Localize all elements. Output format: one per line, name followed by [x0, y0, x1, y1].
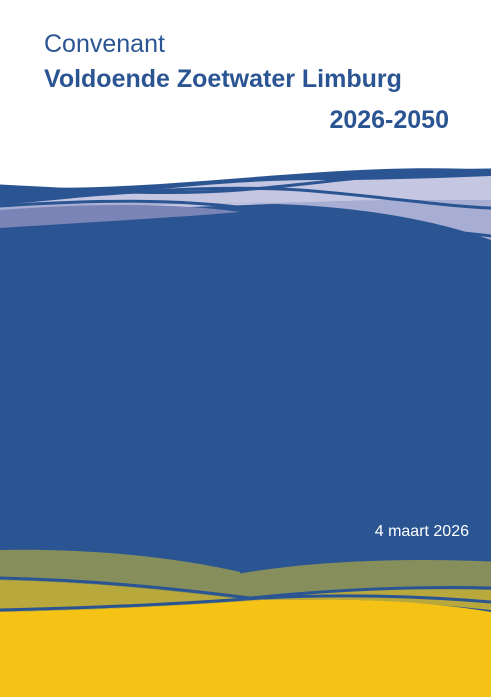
title-convenant: Convenant [44, 30, 165, 58]
wave-line-1 [0, 168, 491, 195]
wave-line-3 [0, 199, 491, 238]
land-band-yellow [0, 599, 491, 697]
land-band-ochre [0, 580, 491, 612]
wave-band-pale [0, 200, 491, 240]
wave-band-mid [0, 205, 240, 228]
publication-date: 4 maart 2026 [374, 523, 469, 540]
wave-line-2 [0, 186, 491, 210]
title-main: Voldoende Zoetwater Limburg [44, 65, 402, 93]
land-line-2 [0, 594, 491, 612]
land-band-olive [0, 549, 491, 600]
title-period: 2026-2050 [329, 106, 449, 134]
land-line-3 [239, 557, 491, 574]
